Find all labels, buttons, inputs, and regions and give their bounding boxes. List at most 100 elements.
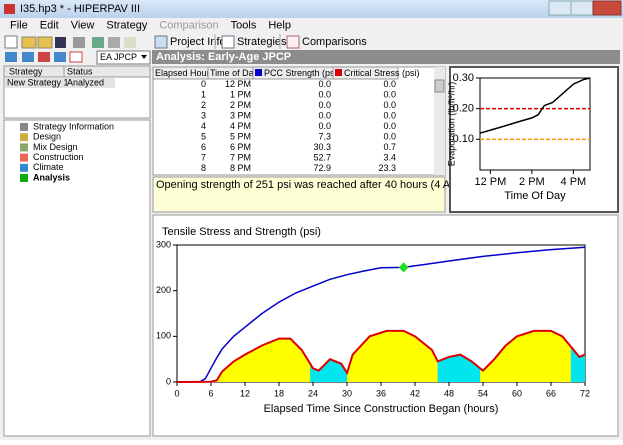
tree-item[interactable]: Mix Design <box>33 142 78 152</box>
table-cell: 1 <box>201 89 206 99</box>
tool-icon[interactable] <box>54 52 66 62</box>
table-cell: 23.3 <box>378 163 396 173</box>
copy-icon[interactable] <box>92 37 104 48</box>
table-cell: 3.4 <box>383 152 396 162</box>
tab-icon[interactable] <box>154 35 168 49</box>
toolbar-tab[interactable]: Project Info <box>170 36 226 48</box>
table-cell: 3 <box>201 110 206 120</box>
tree-item[interactable]: Analysis <box>33 172 70 182</box>
opening-marker <box>398 262 409 273</box>
table-cell: 12 PM <box>225 79 251 89</box>
message-text: Opening strength of 251 psi was reached … <box>156 179 466 191</box>
toolbar-tab[interactable]: Comparisons <box>302 36 367 48</box>
selected-row[interactable] <box>5 78 115 88</box>
paste-icon[interactable] <box>124 37 136 48</box>
tree-icon <box>20 153 28 162</box>
print-icon[interactable] <box>73 37 85 48</box>
plot-frame <box>479 77 591 171</box>
menu-item[interactable]: File <box>10 19 28 31</box>
menu-item[interactable]: Help <box>268 19 291 31</box>
title-bar <box>0 0 623 18</box>
table-cell: 6 PM <box>230 142 251 152</box>
x-tick-label: 24 <box>308 388 318 398</box>
x-tick-label: 0 <box>174 388 179 398</box>
strategy-name[interactable]: New Strategy 1 <box>7 77 69 87</box>
maximize-button[interactable] <box>570 0 594 16</box>
tree-item[interactable]: Climate <box>33 162 64 172</box>
table-cell: 30.3 <box>313 142 331 152</box>
column-header[interactable]: PCC Strength (psi) <box>264 68 340 78</box>
header-bar <box>152 50 620 64</box>
table-cell: 0.0 <box>383 89 396 99</box>
tree-item[interactable]: Design <box>33 132 61 142</box>
menu-item[interactable]: Comparison <box>159 19 218 31</box>
save-icon[interactable] <box>55 37 66 48</box>
x-tick-label: 54 <box>478 388 488 398</box>
tree-item[interactable]: Construction <box>33 152 84 162</box>
tab-icon[interactable] <box>286 35 300 49</box>
new-icon[interactable] <box>4 35 18 49</box>
y-tick-label: 300 <box>156 239 171 249</box>
tree-icon <box>20 123 28 131</box>
scrollbar[interactable] <box>434 67 445 175</box>
combo-box[interactable] <box>96 50 151 65</box>
minimize-button[interactable] <box>548 0 572 16</box>
column-header: Status <box>67 66 93 76</box>
table-cell: 52.7 <box>313 152 331 162</box>
table-cell: 0.0 <box>383 100 396 110</box>
table-cell: 0 <box>201 79 206 89</box>
menu-bar: File Edit View Strategy Comparison Tools Help P… <box>10 19 367 48</box>
cut-icon[interactable] <box>108 37 120 48</box>
column-header[interactable]: Time of Day <box>210 68 259 78</box>
combo-value: EA JPCP <box>100 52 137 62</box>
x-tick-label: 48 <box>444 388 454 398</box>
menu-item[interactable]: View <box>71 19 95 31</box>
table-cell: 8 PM <box>230 163 251 173</box>
table-cell: 8 <box>201 163 206 173</box>
close-button[interactable] <box>592 0 622 16</box>
table-cell: 5 <box>201 131 206 141</box>
x-tick-label: 6 <box>208 388 213 398</box>
tab-icon[interactable] <box>221 35 235 49</box>
menu-item[interactable]: Tools <box>231 19 257 31</box>
column-header[interactable]: Elapsed Hours <box>155 68 215 78</box>
menu-item[interactable]: Strategy <box>106 19 147 31</box>
tree-item[interactable]: Strategy Information <box>33 121 114 131</box>
tool-icon[interactable] <box>38 52 50 62</box>
x-tick-label: 66 <box>546 388 556 398</box>
table-cell: 4 <box>201 121 206 131</box>
table-cell: 0.0 <box>318 100 331 110</box>
table-cell: 2 <box>201 100 206 110</box>
combo-arrow[interactable] <box>141 55 147 59</box>
table-cell: 1 PM <box>230 89 251 99</box>
tool-icon[interactable] <box>69 51 83 63</box>
menu-item[interactable]: Edit <box>40 19 59 31</box>
window-title: I35.hp3 * - HIPERPAV III <box>20 3 140 15</box>
x-tick-label: 42 <box>410 388 420 398</box>
open-icon[interactable] <box>21 36 37 49</box>
stress-area <box>177 330 585 382</box>
tool-icon[interactable] <box>5 52 17 62</box>
chart-title: Tensile Stress and Strength (psi) <box>162 226 321 238</box>
table-cell: 0.0 <box>318 121 331 131</box>
toolbar: EA JPCP <box>4 34 300 65</box>
table-cell: 5 PM <box>230 131 251 141</box>
table-cell: 0.7 <box>383 142 396 152</box>
table-cell: 7 PM <box>230 152 251 162</box>
strategy-status: Analyzed <box>67 77 104 87</box>
header-title: Analysis: Early-Age JPCP <box>156 51 291 63</box>
open-icon[interactable] <box>37 36 53 49</box>
tree-panel <box>3 119 151 437</box>
table-cell: 6 <box>201 142 206 152</box>
toolbar-tab[interactable]: Strategies <box>237 36 287 48</box>
scroll-thumb[interactable] <box>434 79 445 93</box>
x-tick-label: 18 <box>274 388 284 398</box>
column-header[interactable]: Critical Stress (psi) <box>344 68 420 78</box>
tool-icon[interactable] <box>22 52 34 62</box>
y-tick-label: 0.10 <box>453 133 474 145</box>
column-header-cell[interactable] <box>332 66 399 80</box>
table-cell: 72.9 <box>313 163 331 173</box>
